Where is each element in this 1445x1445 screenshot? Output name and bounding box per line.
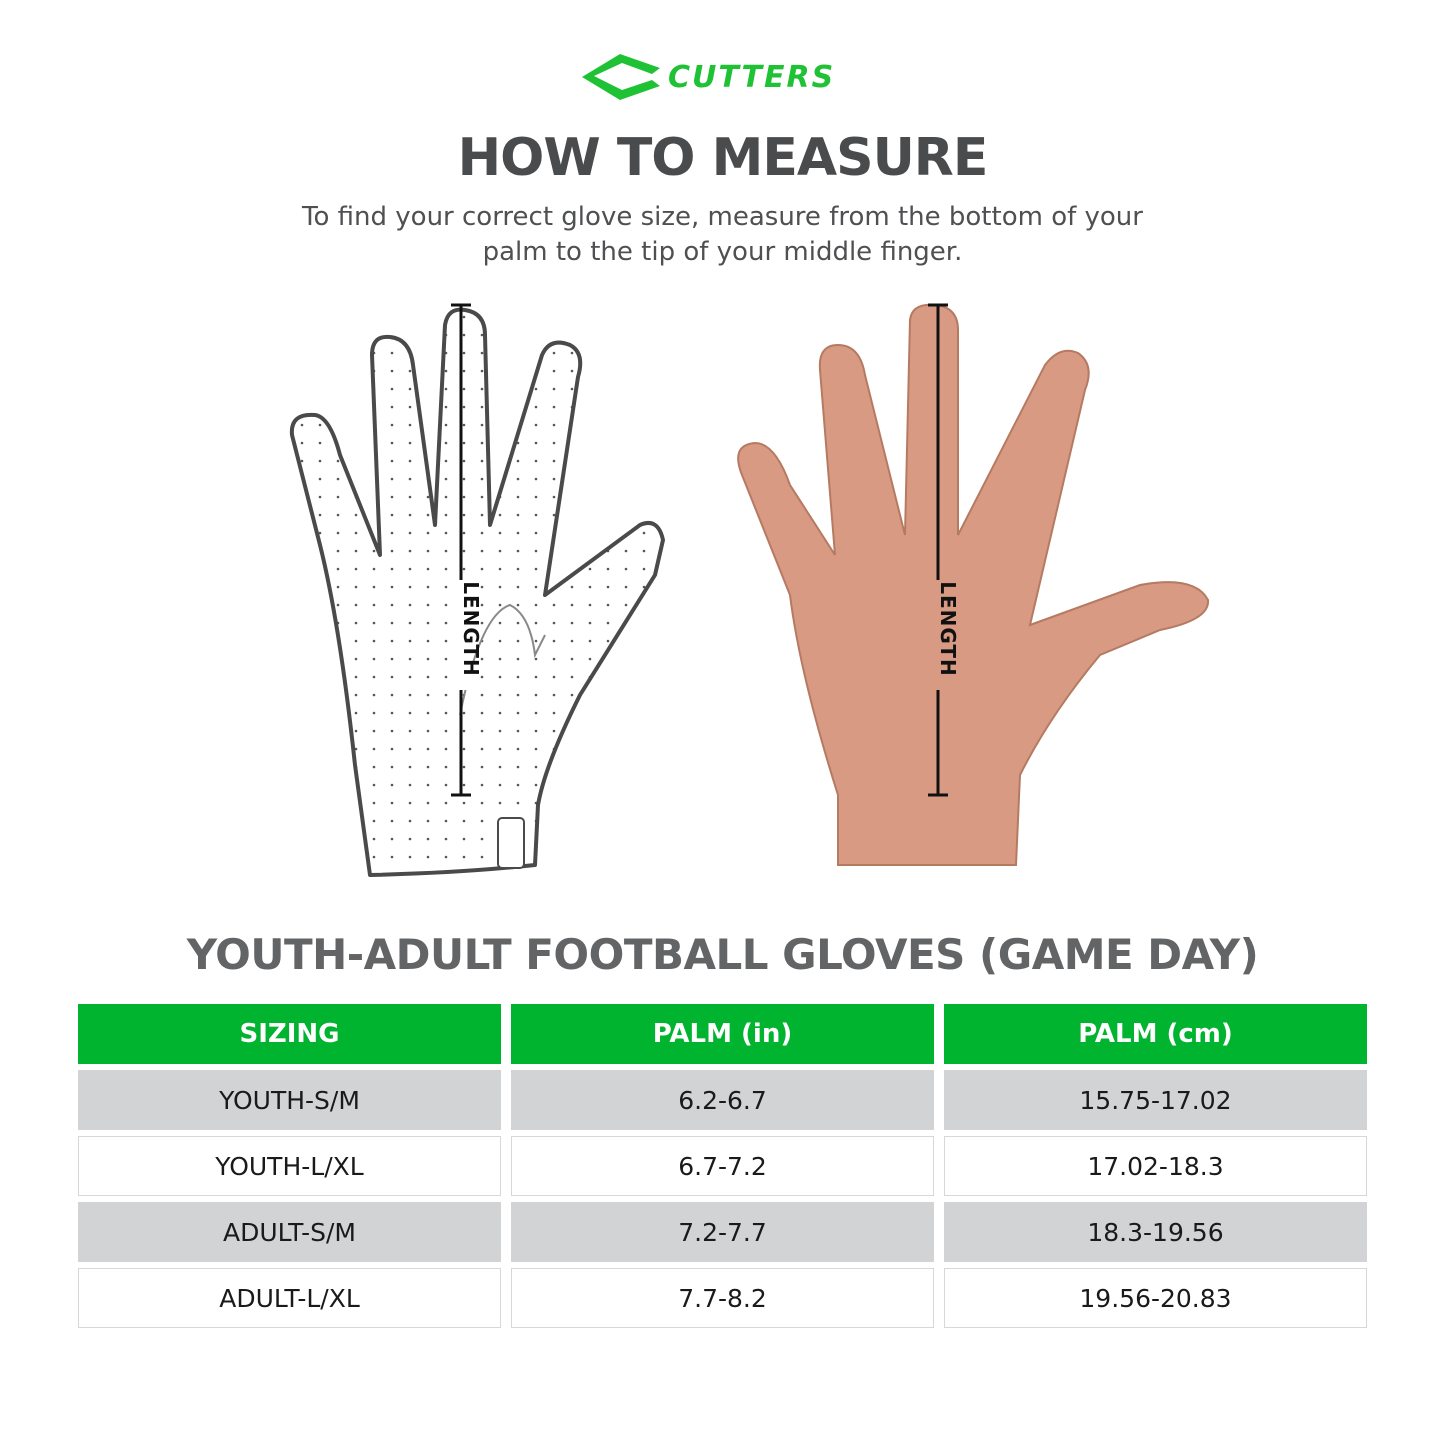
instructions-line-1: To find your correct glove size, measure…: [302, 202, 1143, 232]
table-cell: 15.75-17.02: [944, 1070, 1367, 1130]
table-title: YOUTH-ADULT FOOTBALL GLOVES (GAME DAY): [186, 930, 1259, 979]
table-cell: 18.3-19.56: [944, 1202, 1367, 1262]
instructions-line-2: palm to the tip of your middle finger.: [482, 237, 963, 267]
table-cell: YOUTH-S/M: [78, 1070, 501, 1130]
hand-photo: LENGTH: [720, 295, 1220, 870]
table-cell: 6.2-6.7: [511, 1070, 934, 1130]
instructions: To find your correct glove size, measure…: [260, 200, 1185, 270]
column-header-palm-in: PALM (in): [511, 1004, 934, 1064]
table-cell: 17.02-18.3: [944, 1136, 1367, 1196]
table-cell: 6.7-7.2: [511, 1136, 934, 1196]
glove-illustration: LENGTH: [280, 295, 680, 895]
table-cell: 19.56-20.83: [944, 1268, 1367, 1328]
glove-length-label: LENGTH: [458, 581, 483, 677]
table-cell: 7.2-7.7: [511, 1202, 934, 1262]
column-header-sizing: SIZING: [78, 1004, 501, 1064]
table-cell: YOUTH-L/XL: [78, 1136, 501, 1196]
svg-text:CUTTERS: CUTTERS: [668, 60, 835, 95]
cutters-logo: CUTTERS: [580, 50, 870, 102]
table-cell: ADULT-S/M: [78, 1202, 501, 1262]
page-title: HOW TO MEASURE: [457, 128, 989, 188]
column-header-palm-cm: PALM (cm): [944, 1004, 1367, 1064]
hand-length-label: LENGTH: [935, 581, 960, 677]
table-cell: 7.7-8.2: [511, 1268, 934, 1328]
table-cell: ADULT-L/XL: [78, 1268, 501, 1328]
